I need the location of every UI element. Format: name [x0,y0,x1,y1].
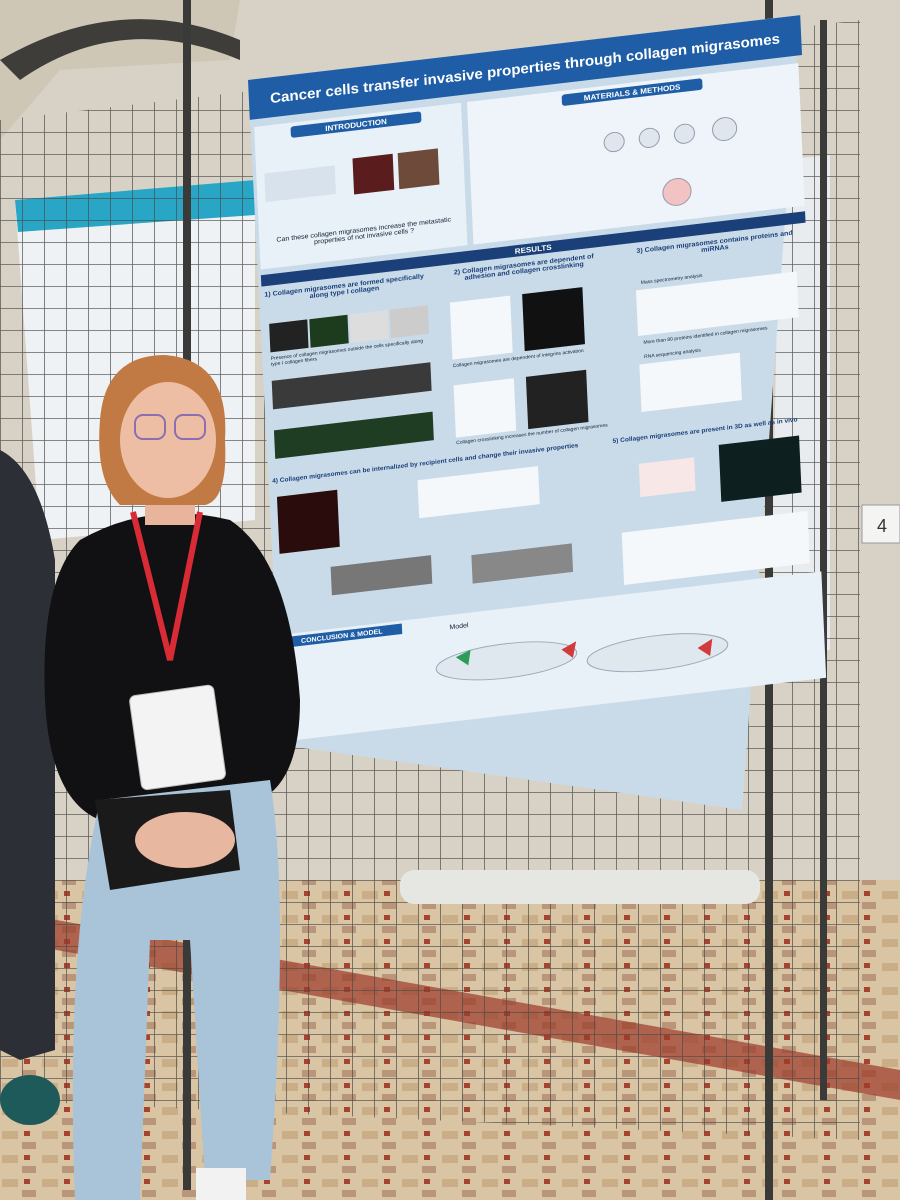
spectrometry-plot [636,271,799,336]
intro-figure [352,153,395,195]
model-diagram [586,633,729,673]
board-number-sign [861,504,900,544]
micrograph-grid [718,435,802,502]
micrograph-row [330,555,433,596]
cell-icon [561,641,577,658]
methods-dish [712,117,738,142]
grid-post [820,20,827,1100]
intro-figure [397,148,440,190]
intro-figure [264,165,336,203]
arch [0,19,240,80]
conclusion-header-bg [281,623,403,649]
glasses [174,414,206,440]
glasses [134,414,166,440]
methods-header-bg [561,78,703,106]
rolled-poster-tube [400,870,760,904]
cell-icon [455,649,471,666]
bar-plot [453,378,517,438]
results-bar [260,211,806,287]
face [120,382,216,498]
micrograph [389,305,430,339]
micrograph [349,309,389,343]
micrograph [309,314,349,348]
micrograph [276,489,340,554]
micrograph-row [273,411,434,459]
methods-box [467,63,805,245]
model-label: Model [449,622,469,631]
micrograph [269,319,309,353]
methods-dish [603,131,625,153]
lanyard [130,511,203,661]
bar-plots [417,466,540,519]
hands [135,812,235,868]
methods-dish [673,123,696,144]
sneaker [196,1168,246,1200]
micrograph-row [471,543,574,584]
board-number: 4 [877,516,887,536]
results-header: RESULTS [515,243,552,256]
cell-icon [697,638,713,657]
bystander-boot [0,1075,60,1125]
methods-dish [638,127,660,148]
micrograph-grid [522,287,585,352]
name-badge [129,684,226,791]
sequencing-plot [639,352,742,412]
methods-dish [662,178,692,206]
poster-title-bar [248,15,803,120]
bar-plot [449,295,513,360]
micrograph-grid [525,369,589,430]
3d-gel-figure [638,457,696,498]
fringe [110,366,220,400]
black-sweater [44,513,300,820]
bystander [0,450,55,1060]
in-vivo-figure [621,510,810,585]
intro-header-bg [290,111,422,138]
micrograph-row [271,362,432,410]
model-diagram [435,641,578,681]
